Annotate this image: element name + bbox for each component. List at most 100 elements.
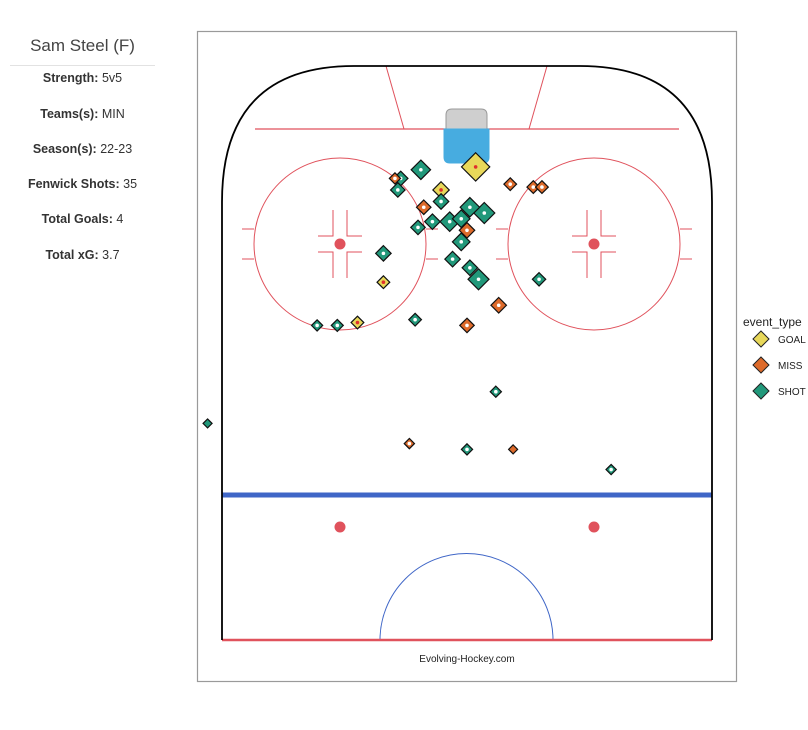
shot-diamond — [202, 418, 213, 429]
stat-label: Total Goals: — [41, 212, 113, 226]
shot-marker-miss — [507, 444, 519, 455]
shot-diamond — [507, 444, 519, 455]
legend-key-goal — [752, 330, 770, 348]
legend-item-shot: SHOT — [752, 382, 806, 400]
shot-center-dot — [447, 219, 452, 224]
legend-label-miss: MISS — [778, 361, 803, 372]
faceoff-dot — [334, 238, 346, 250]
shot-marker-shot — [461, 259, 479, 277]
chart-caption: Evolving-Hockey.com — [419, 654, 514, 665]
shot-marker-shot — [423, 213, 442, 231]
faceoff-circle-right — [507, 157, 681, 331]
shot-center-dot — [609, 467, 613, 472]
shot-marker-shot — [330, 318, 345, 333]
shot-marker-goal — [376, 274, 391, 290]
shot-center-dot — [468, 205, 472, 210]
stat-fenwick-shots: Fenwick Shots: 35 — [0, 177, 165, 191]
legend-item-miss: MISS — [752, 356, 803, 374]
shot-center-dot — [531, 185, 536, 189]
shot-marker-goal — [350, 315, 365, 330]
shot-marker-shot — [410, 159, 432, 181]
trapezoid-line — [385, 65, 405, 130]
shot-marker-shot — [409, 219, 427, 236]
shot-center-dot — [421, 205, 426, 210]
legend-item-goal: GOAL — [752, 330, 806, 348]
stat-total-goals: Total Goals: 4 — [0, 212, 165, 226]
shot-center-dot — [315, 323, 319, 328]
shot-center-dot — [416, 225, 420, 230]
shot-marker-goal — [432, 180, 451, 199]
shot-marker-shot — [310, 318, 324, 332]
shot-center-dot — [419, 167, 423, 172]
shot-center-dot — [355, 320, 360, 325]
shot-center-dot — [413, 317, 417, 322]
shot-center-dot — [459, 240, 464, 244]
shot-marker-miss — [534, 179, 550, 195]
shot-marker-shot — [460, 442, 474, 456]
shot-center-dot — [430, 219, 435, 224]
shot-center-dot — [468, 265, 472, 270]
center-circle — [379, 553, 554, 641]
shot-center-dot — [496, 303, 501, 308]
shot-marker-shot — [202, 418, 213, 429]
legend-label-goal: GOAL — [778, 335, 806, 346]
legend-key-shot — [752, 382, 770, 400]
shot-center-dot — [537, 277, 541, 282]
shot-center-dot — [439, 188, 443, 192]
shot-markers — [202, 151, 618, 476]
shot-center-dot — [473, 165, 478, 169]
shot-marker-shot — [531, 271, 547, 287]
shot-marker-shot — [489, 385, 503, 399]
shot-marker-shot — [432, 192, 450, 211]
stat-total-xg: Total xG: 3.7 — [0, 248, 165, 262]
stat-value: 35 — [123, 177, 138, 191]
shot-center-dot — [482, 211, 487, 215]
name-divider — [10, 65, 155, 66]
shot-center-dot — [465, 228, 469, 233]
legend-title: event_type — [743, 315, 802, 329]
shot-center-dot — [465, 323, 469, 328]
goal-crease — [443, 128, 490, 164]
stat-label: Strength: — [42, 71, 99, 85]
neutral-faceoff-dot — [588, 521, 600, 533]
shot-center-dot — [393, 176, 397, 181]
shot-marker-shot — [443, 250, 462, 268]
shot-center-dot — [439, 199, 443, 204]
stat-value: 22-23 — [100, 142, 133, 156]
shot-marker-shot — [389, 181, 406, 199]
shot-marker-shot — [459, 196, 481, 218]
stat-strength: Strength: 5v5 — [0, 71, 165, 85]
trapezoid-line — [528, 65, 548, 130]
shot-center-dot — [508, 182, 513, 186]
shot-marker-miss — [388, 171, 402, 185]
shot-center-dot — [476, 277, 481, 282]
shot-marker-miss — [415, 199, 432, 216]
goal-net — [445, 108, 488, 130]
legend-label-shot: SHOT — [778, 387, 806, 398]
shot-center-dot — [465, 447, 469, 452]
stat-value: 3.7 — [102, 248, 120, 262]
stat-label: Fenwick Shots: — [27, 177, 120, 191]
faceoff-circle-left — [253, 157, 427, 331]
faceoff-dot — [588, 238, 600, 250]
player-name: Sam Steel (F) — [30, 36, 135, 55]
legend: event_type GOAL MISS SHOT — [743, 315, 806, 400]
shot-center-dot — [540, 185, 544, 189]
shot-center-dot — [381, 251, 386, 256]
shot-center-dot — [407, 441, 412, 446]
stat-label: Total xG: — [45, 248, 99, 262]
shot-center-dot — [494, 389, 498, 394]
legend-key-miss — [752, 356, 770, 374]
shot-center-dot — [450, 257, 455, 261]
stat-label: Season(s): — [32, 142, 97, 156]
shot-marker-goal — [460, 151, 491, 182]
shot-marker-miss — [458, 317, 476, 334]
shot-marker-shot — [407, 312, 423, 327]
shot-center-dot — [335, 323, 340, 328]
rink-boards — [221, 65, 713, 640]
shot-marker-shot — [374, 244, 392, 262]
shot-center-dot — [459, 216, 464, 221]
shot-marker-shot — [451, 232, 471, 252]
stat-value: 5v5 — [101, 71, 123, 85]
